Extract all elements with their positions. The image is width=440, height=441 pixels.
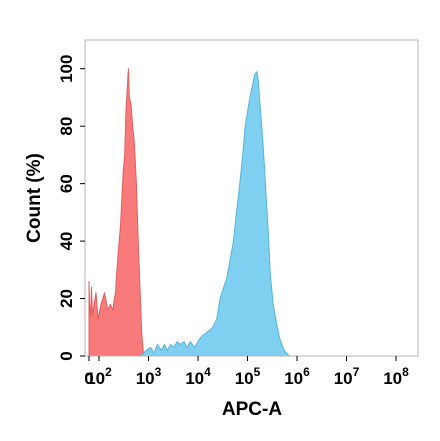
y-tick-label: 80 (57, 117, 76, 136)
x-tick-base: 10 (86, 369, 105, 388)
y-tick-label: 40 (57, 232, 76, 251)
x-tick-exponent: 5 (254, 365, 261, 379)
y-tick-label: 0 (57, 351, 76, 360)
x-tick-base: 10 (284, 369, 303, 388)
x-tick-exponent: 6 (303, 365, 310, 379)
plot-frame (84, 39, 419, 357)
x-tick-label: 105 (235, 365, 261, 388)
y-axis-label: Count (%) (24, 153, 45, 243)
x-tick-label: 0 (84, 369, 93, 388)
x-tick-exponent: 2 (105, 365, 112, 379)
x-tick-label: 107 (334, 365, 360, 388)
x-tick-exponent: 4 (204, 365, 211, 379)
histogram-series-1 (88, 68, 145, 357)
x-tick-base: 10 (235, 369, 254, 388)
x-tick-exponent: 8 (402, 365, 409, 379)
x-tick-base: 0 (84, 369, 93, 388)
y-tick-label: 100 (57, 55, 76, 83)
x-tick-base: 10 (185, 369, 204, 388)
x-tick-exponent: 3 (155, 365, 162, 379)
y-axis-ticks: 0 20 40 60 80 100 (57, 55, 85, 361)
x-tick-label: 103 (136, 365, 162, 388)
x-tick-label: 102 (86, 365, 112, 388)
y-tick-label: 60 (57, 174, 76, 193)
x-axis-label: APC-A (222, 399, 282, 420)
histogram-series-2 (140, 71, 290, 357)
x-tick-base: 10 (136, 369, 155, 388)
x-tick-label: 108 (383, 365, 409, 388)
x-tick-label: 106 (284, 365, 310, 388)
x-tick-label: 104 (185, 365, 211, 388)
x-tick-base: 10 (383, 369, 402, 388)
x-tick-exponent: 7 (353, 365, 360, 379)
x-tick-base: 10 (334, 369, 353, 388)
plot-series (88, 68, 290, 357)
y-tick-label: 20 (57, 289, 76, 308)
